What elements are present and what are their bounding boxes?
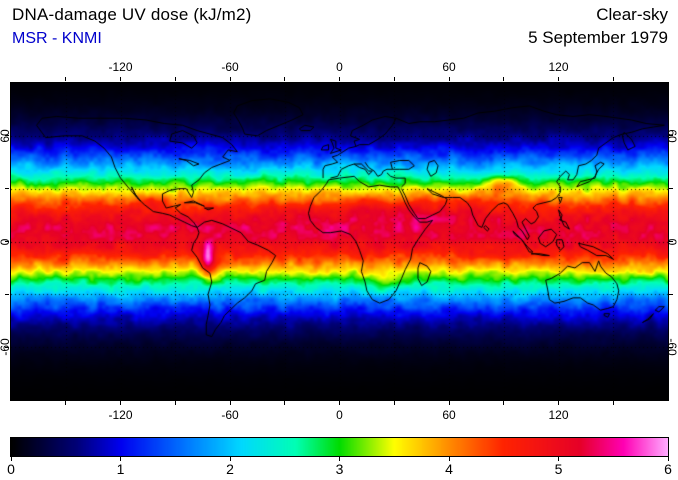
lon-tick-mark [339, 401, 340, 405]
lon-tick-mark [558, 401, 559, 405]
map-frame [10, 82, 669, 401]
lat-tick-label: -60 [665, 338, 678, 356]
lon-tick-mark [229, 77, 231, 81]
lon-tick-mark [448, 77, 450, 81]
lon-tick-mark [65, 77, 67, 81]
lon-tick-mark [174, 77, 176, 81]
lon-tick-mark [393, 77, 395, 81]
lat-tick-label: 60 [665, 129, 678, 143]
colorbar-tick-mark [339, 457, 340, 461]
lat-tick-mark [5, 346, 9, 348]
lon-tick-mark [339, 77, 340, 81]
data-source: MSR - KNMI [12, 30, 102, 47]
sky-condition-label: Clear-sky [596, 5, 668, 24]
lat-tick-mark [669, 188, 673, 190]
lon-tick-label: 60 [442, 60, 456, 74]
colorbar-tick-mark [558, 457, 559, 461]
lon-tick-label: -60 [221, 60, 239, 74]
lon-tick-mark [120, 401, 121, 405]
colorbar-tick-label: 1 [116, 461, 125, 477]
lat-tick-label: 60 [0, 129, 12, 143]
colorbar-tick-label: 3 [335, 461, 344, 477]
lon-tick-label: 0 [336, 60, 343, 74]
lat-tick-mark [669, 346, 673, 348]
lon-tick-mark [612, 77, 614, 81]
lon-tick-mark [284, 77, 286, 81]
figure-date: 5 September 1979 [528, 28, 668, 47]
lon-tick-mark [612, 401, 614, 405]
lon-tick-mark [174, 401, 176, 405]
lon-tick-label: -120 [108, 60, 133, 74]
colorbar-tick-mark [667, 457, 669, 461]
colorbar-frame [10, 437, 669, 457]
lat-tick-mark [669, 293, 673, 295]
colorbar-tick-label: 4 [445, 461, 453, 477]
colorbar-tick-mark [448, 457, 450, 461]
colorbar-tick-label: 0 [7, 461, 15, 477]
figure-title: DNA-damage UV dose (kJ/m2) [12, 5, 252, 24]
colorbar-canvas [11, 438, 668, 456]
lon-tick-mark [393, 401, 395, 405]
lat-tick-label: 0 [665, 238, 678, 245]
colorbar-tick-label: 2 [226, 461, 234, 477]
colorbar-tick-mark [120, 457, 121, 461]
lon-tick-mark [284, 401, 286, 405]
lon-tick-mark [503, 401, 505, 405]
lon-tick-mark [229, 401, 231, 405]
colorbar-tick-mark [10, 457, 12, 461]
lat-tick-mark [5, 241, 9, 242]
lon-tick-mark [65, 401, 67, 405]
lat-tick-label: 0 [0, 238, 12, 245]
lon-tick-label: 60 [442, 408, 456, 422]
lon-tick-mark [558, 77, 559, 81]
lon-tick-label: 120 [548, 408, 569, 422]
lat-tick-mark [5, 135, 9, 137]
lon-tick-mark [503, 77, 505, 81]
lat-tick-mark [5, 188, 9, 190]
colorbar-tick-label: 5 [554, 461, 563, 477]
lon-tick-label: -60 [221, 408, 239, 422]
lon-tick-label: -120 [108, 408, 133, 422]
lon-tick-label: 120 [548, 60, 569, 74]
lat-tick-mark [669, 135, 673, 137]
lat-tick-mark [669, 241, 673, 242]
lon-tick-mark [448, 401, 450, 405]
lat-tick-mark [5, 293, 9, 295]
uv-heatmap-canvas [11, 83, 668, 400]
lon-tick-mark [120, 77, 121, 81]
lon-tick-label: 0 [336, 408, 343, 422]
colorbar-tick-label: 6 [664, 461, 672, 477]
lat-tick-label: -60 [0, 338, 12, 356]
colorbar-tick-mark [229, 457, 231, 461]
